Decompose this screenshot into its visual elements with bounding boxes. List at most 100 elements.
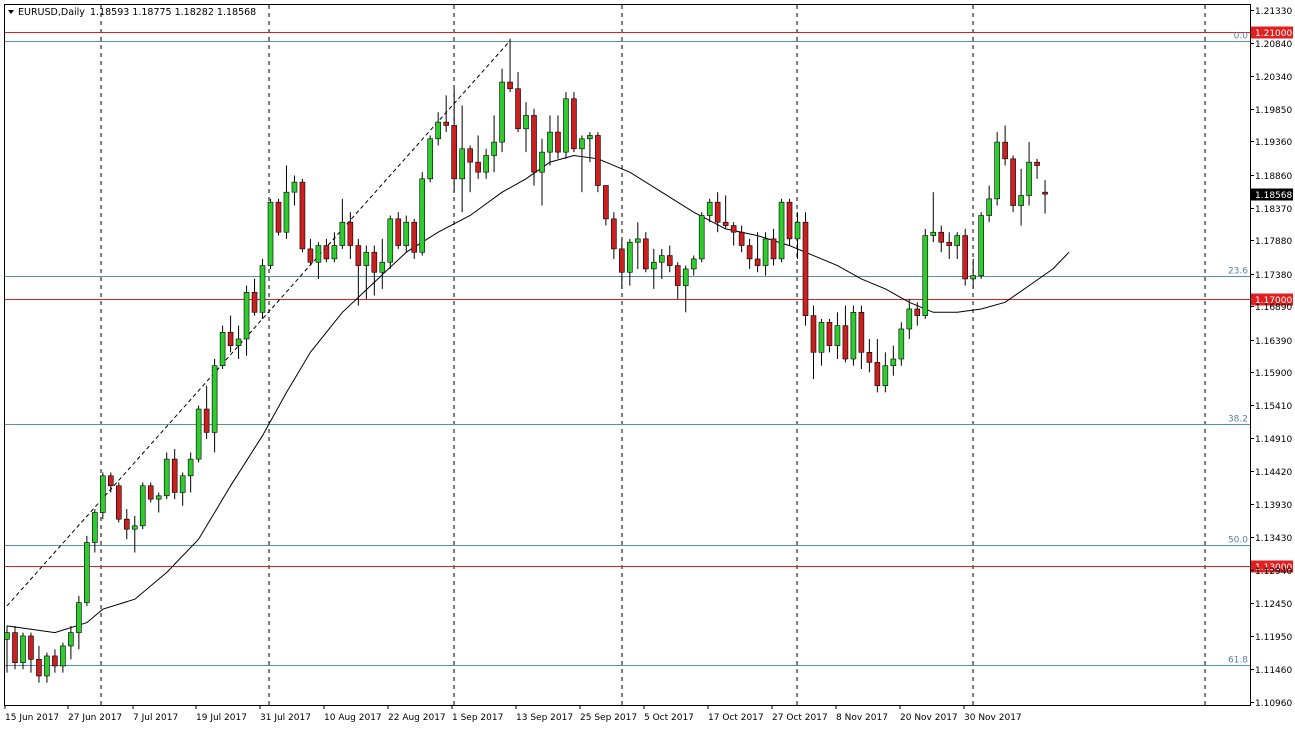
candle bbox=[754, 232, 761, 273]
bull-candle-body bbox=[195, 408, 202, 460]
fib-label: 0.0 bbox=[1234, 32, 1249, 42]
candle bbox=[595, 132, 601, 193]
candle bbox=[52, 649, 58, 673]
candle bbox=[259, 258, 266, 319]
y-tick-label: 1.10960 bbox=[1255, 699, 1292, 709]
candle bbox=[826, 318, 833, 353]
bull-candle-body bbox=[882, 365, 889, 386]
candle bbox=[850, 305, 857, 366]
fib-label: 23.6 bbox=[1228, 267, 1248, 277]
candle bbox=[307, 238, 314, 266]
y-tick-label: 1.12940 bbox=[1255, 567, 1292, 577]
dropdown-triangle-icon[interactable] bbox=[8, 10, 14, 14]
bear-candle-body bbox=[754, 258, 761, 266]
bull-candle-body bbox=[155, 495, 162, 500]
candle bbox=[906, 298, 913, 339]
price-axis: 1.21330 1.20840 1.20340 1.19850 1.19360 1.188… bbox=[1250, 7, 1293, 709]
candle bbox=[802, 212, 809, 326]
candle bbox=[491, 115, 497, 173]
symbol-label: EURUSD,Daily bbox=[18, 7, 85, 18]
x-tick-label: 25 Sep 2017 bbox=[580, 713, 637, 723]
candle bbox=[930, 192, 937, 243]
candle bbox=[267, 198, 274, 269]
candle bbox=[435, 112, 441, 146]
x-tick-label: 27 Oct 2017 bbox=[772, 713, 828, 723]
bear-candle-body bbox=[962, 235, 969, 280]
bull-candle-body bbox=[68, 632, 74, 647]
bear-candle-body bbox=[619, 248, 625, 273]
candle bbox=[571, 92, 577, 153]
x-tick-label: 27 Jun 2017 bbox=[68, 713, 122, 723]
y-tick-label: 1.11950 bbox=[1255, 633, 1292, 643]
bull-candle-body bbox=[131, 525, 138, 530]
candle bbox=[882, 352, 889, 393]
bull-candle-body bbox=[483, 155, 489, 173]
candle bbox=[1018, 168, 1024, 226]
bull-candle-body bbox=[986, 198, 992, 216]
candle bbox=[44, 652, 50, 683]
candle bbox=[163, 452, 170, 500]
candle bbox=[818, 318, 825, 366]
x-tick-label: 8 Nov 2017 bbox=[836, 713, 888, 723]
candle bbox=[499, 68, 505, 153]
bull-candle-body bbox=[60, 645, 66, 667]
candle bbox=[730, 222, 737, 246]
candle bbox=[978, 212, 984, 279]
candle bbox=[411, 218, 418, 259]
bull-candle-body bbox=[818, 322, 825, 353]
level-label: 1.21000 bbox=[1255, 29, 1292, 39]
candle bbox=[611, 212, 617, 259]
candle bbox=[698, 212, 705, 263]
candle bbox=[467, 145, 473, 193]
bull-candle-body bbox=[850, 311, 857, 360]
bear-candle-body bbox=[36, 658, 42, 677]
bear-candle-body bbox=[12, 632, 18, 663]
y-tick-label: 1.14420 bbox=[1255, 468, 1292, 478]
candle bbox=[690, 255, 697, 276]
bear-candle-body bbox=[722, 221, 729, 226]
bull-candle-body bbox=[499, 81, 505, 143]
bull-candle-body bbox=[20, 635, 26, 663]
x-tick-label: 19 Jul 2017 bbox=[196, 713, 247, 723]
level-tag bbox=[1251, 26, 1293, 39]
bull-candle-body bbox=[954, 235, 961, 246]
candle bbox=[155, 492, 162, 513]
bear-candle-body bbox=[858, 311, 865, 353]
candle bbox=[12, 625, 18, 670]
candle bbox=[187, 452, 194, 493]
candle bbox=[890, 345, 897, 376]
y-tick-label: 1.18860 bbox=[1255, 172, 1292, 182]
bear-candle-body bbox=[674, 265, 681, 286]
x-tick-label: 5 Oct 2017 bbox=[644, 713, 694, 723]
candle bbox=[403, 215, 410, 253]
candle bbox=[635, 222, 641, 269]
y-tick-label: 1.18370 bbox=[1255, 205, 1292, 215]
candle bbox=[555, 115, 561, 159]
bear-candle-body bbox=[938, 231, 945, 243]
bear-candle-body bbox=[1002, 141, 1008, 160]
bull-candle-body bbox=[627, 241, 633, 273]
bull-candle-body bbox=[794, 221, 801, 240]
candle bbox=[68, 625, 74, 660]
candle bbox=[563, 92, 569, 159]
candle bbox=[171, 449, 178, 500]
candle bbox=[810, 305, 817, 380]
bear-candle-body bbox=[347, 221, 354, 246]
bear-candle-body bbox=[355, 245, 362, 266]
bull-candle-body bbox=[890, 358, 897, 366]
candle bbox=[227, 315, 234, 353]
candle bbox=[147, 482, 154, 503]
y-tick-label: 1.16390 bbox=[1255, 337, 1292, 347]
y-tick-label: 1.12450 bbox=[1255, 600, 1292, 610]
y-tick-label: 1.15410 bbox=[1255, 402, 1292, 412]
bull-candle-body bbox=[906, 308, 913, 330]
x-tick-label: 31 Jul 2017 bbox=[260, 713, 311, 723]
bull-candle-body bbox=[283, 191, 290, 233]
current-price-tag bbox=[1251, 188, 1293, 201]
candle bbox=[315, 242, 322, 279]
candle bbox=[323, 238, 330, 263]
bear-candle-body bbox=[730, 225, 737, 233]
candle bbox=[770, 228, 777, 266]
candle bbox=[28, 632, 34, 673]
